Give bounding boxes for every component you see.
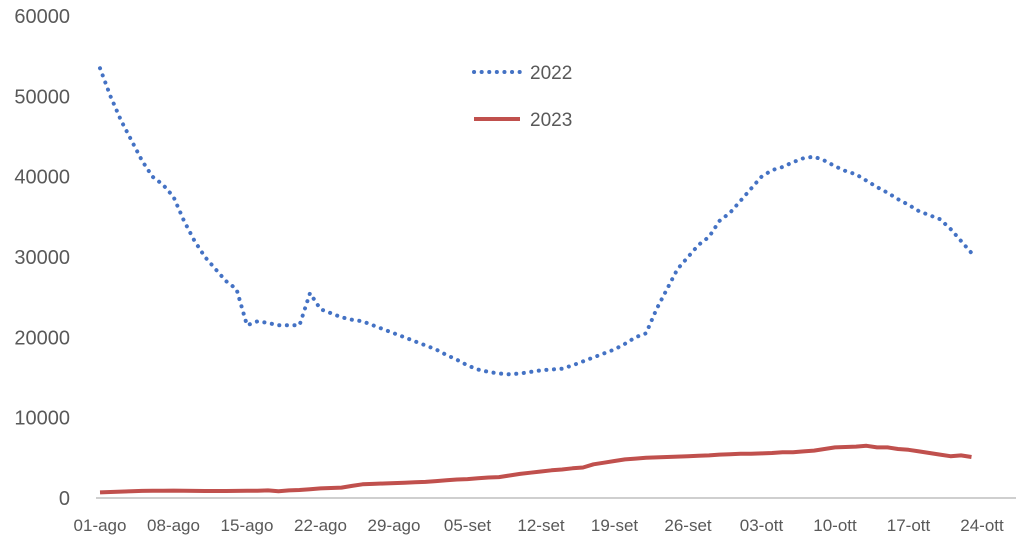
- series-line-2023: [99, 443, 972, 495]
- x-tick-label: 12-set: [517, 516, 565, 535]
- x-tick-label: 10-ott: [813, 516, 857, 535]
- x-tick-label: 19-set: [591, 516, 639, 535]
- legend: 2022 2023: [472, 63, 572, 131]
- x-tick-label: 08-ago: [147, 516, 200, 535]
- y-tick-label: 20000: [14, 327, 70, 349]
- x-tick-label: 05-set: [444, 516, 492, 535]
- x-tick-label: 22-ago: [294, 516, 347, 535]
- y-tick-label: 30000: [14, 247, 70, 269]
- series-line-2022: [98, 66, 974, 377]
- y-tick-label: 40000: [14, 167, 70, 189]
- series-layer: [98, 66, 974, 495]
- legend-label-2022: 2022: [530, 63, 572, 84]
- x-tick-label: 15-ago: [221, 516, 274, 535]
- y-tick-label: 0: [59, 488, 70, 510]
- x-tick-label: 17-ott: [887, 516, 931, 535]
- y-tick-label: 10000: [14, 408, 70, 430]
- legend-label-2023: 2023: [530, 110, 572, 131]
- x-axis-ticks: 01-ago 08-ago 15-ago 22-ago 29-ago 05-set 12-s…: [74, 516, 1004, 535]
- x-tick-label: 26-set: [664, 516, 712, 535]
- y-axis-ticks: 0 10000 20000 30000 40000 50000 60000: [14, 6, 70, 510]
- x-tick-label: 29-ago: [368, 516, 421, 535]
- y-tick-label: 60000: [14, 6, 70, 28]
- y-tick-label: 50000: [14, 86, 70, 108]
- x-tick-label: 03-ott: [740, 516, 784, 535]
- x-tick-label: 24-ott: [960, 516, 1004, 535]
- x-tick-label: 01-ago: [74, 516, 127, 535]
